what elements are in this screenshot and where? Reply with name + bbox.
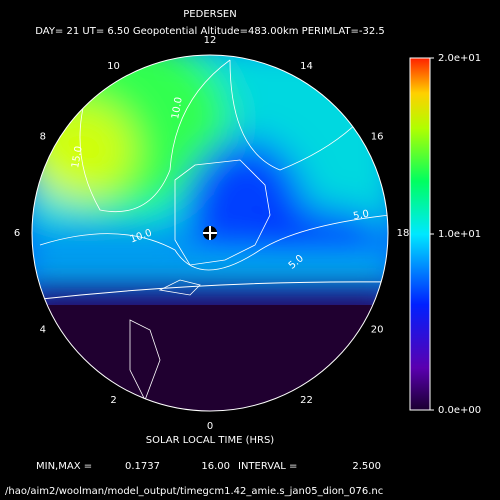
stats-label: INTERVAL = xyxy=(238,461,297,472)
x-axis-label: SOLAR LOCAL TIME (HRS) xyxy=(146,435,275,446)
polar-field xyxy=(32,55,388,411)
hour-label: 16 xyxy=(371,132,384,143)
colorbar xyxy=(409,57,431,411)
hour-label: 6 xyxy=(14,228,20,239)
hour-label: 20 xyxy=(371,325,384,336)
hour-label: 14 xyxy=(300,61,313,72)
hour-label: 4 xyxy=(40,325,46,336)
pole-marker xyxy=(203,226,217,240)
stats-interval: 2.500 xyxy=(352,461,381,472)
hour-label: 10 xyxy=(107,61,120,72)
colorbar-tick-label: 1.0e+01 xyxy=(438,229,481,240)
polar-frame xyxy=(31,54,389,412)
hour-label: 18 xyxy=(397,228,410,239)
contour-label: 5.0 xyxy=(352,209,370,223)
hour-label: 8 xyxy=(40,132,46,143)
chart-title: PEDERSEN xyxy=(183,9,236,20)
contour-label: 15.0 xyxy=(70,145,85,169)
colorbar-tick-label: 2.0e+01 xyxy=(438,53,481,64)
stats-max: 16.00 xyxy=(201,461,230,472)
stats-min: 0.1737 xyxy=(125,461,160,472)
stats-label: MIN,MAX = xyxy=(36,461,92,472)
hour-label: 2 xyxy=(110,395,116,406)
hour-label: 22 xyxy=(300,395,313,406)
colorbar-tick-label: 0.0e+00 xyxy=(438,405,481,416)
hour-label: 12 xyxy=(204,35,217,46)
chart-subtitle: DAY= 21 UT= 6.50 Geopotential Altitude=4… xyxy=(35,26,385,37)
hour-label: 0 xyxy=(207,421,213,432)
file-path: /hao/aim2/woolman/model_output/timegcm1.… xyxy=(5,486,383,497)
contour-label: 10.0 xyxy=(170,96,185,120)
